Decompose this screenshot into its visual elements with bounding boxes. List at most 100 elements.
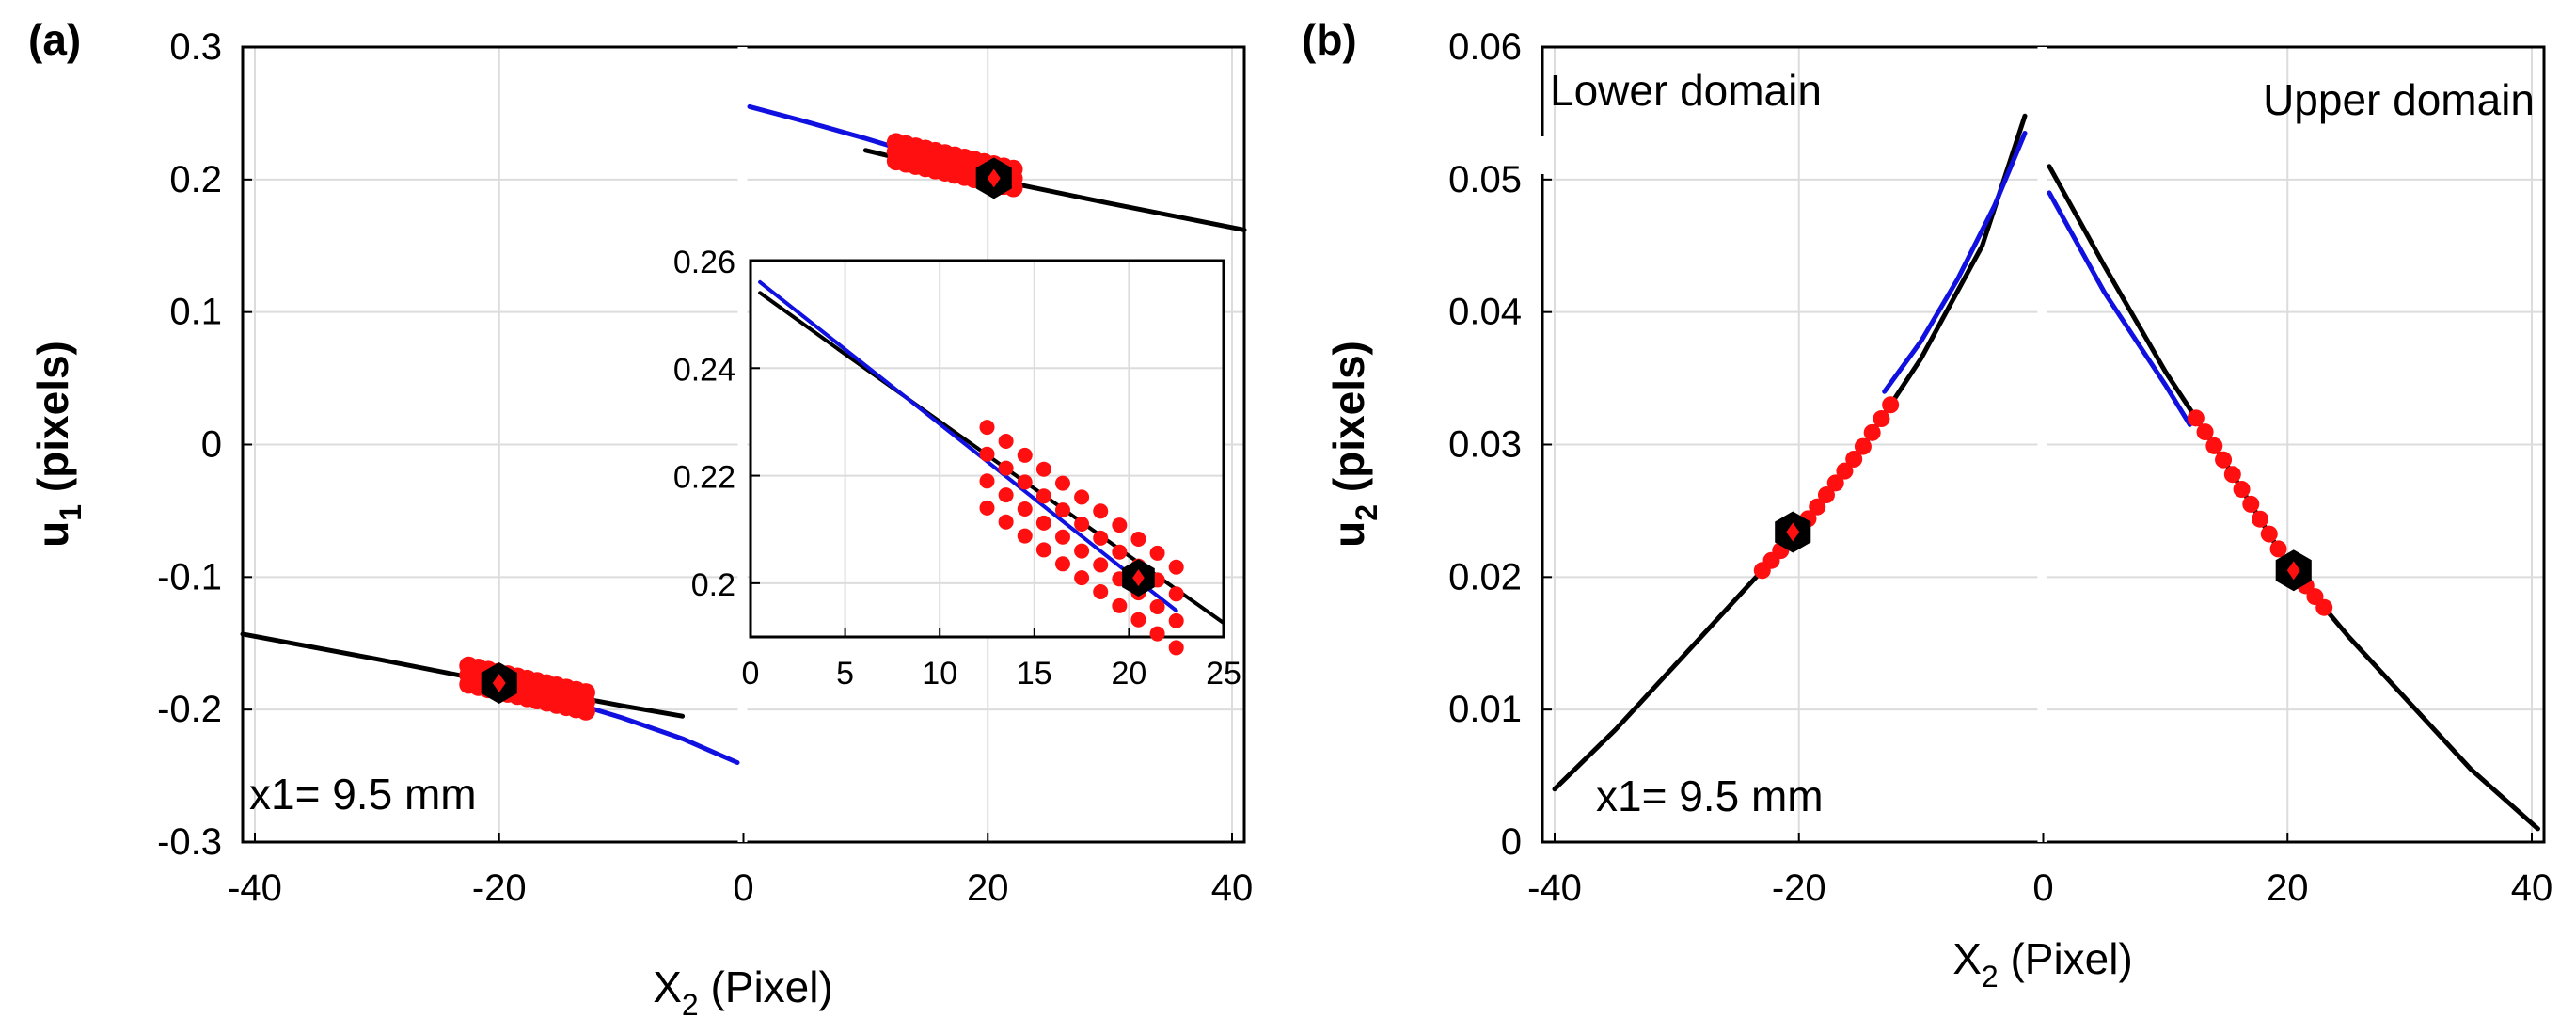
panel-a-xtick-label: 0 <box>733 867 753 909</box>
panel-b-black-right-line <box>2047 164 2540 832</box>
inset-scatter-point <box>1074 517 1090 532</box>
inset-scatter-point <box>979 446 995 462</box>
panel-b-blue-left-line <box>1882 131 2028 394</box>
panel-b-scatter-point <box>2187 409 2205 427</box>
panel-a-x-axis-label: X2 (Pixel) <box>653 962 833 1022</box>
panel-b-label: (b) <box>1302 15 1357 64</box>
inset-scatter-point <box>998 460 1014 476</box>
panel-b-xtick-label: -20 <box>1772 867 1826 909</box>
panel-a-xtick-label: 40 <box>1211 867 1254 909</box>
inset-scatter-point <box>1054 475 1070 491</box>
upper-domain-label: Upper domain <box>2263 75 2535 124</box>
panel-b-scatter-point <box>1882 396 1900 414</box>
panel-a-ylabel-sub: 1 <box>54 504 87 521</box>
inset-scatter-point <box>998 487 1014 503</box>
inset-scatter-point <box>979 473 995 489</box>
inset-scatter-point <box>1035 542 1051 558</box>
inset-marker <box>1122 559 1155 597</box>
panel-b-scatter-point <box>2205 437 2223 454</box>
panel-a-ylabel-suffix: (pixels) <box>28 341 77 504</box>
panel-b-ytick-label: 0 <box>1501 821 1522 863</box>
inset-scatter-point <box>1017 474 1033 490</box>
panel-a-marker-lower <box>481 662 517 704</box>
inset-ytick-label: 0.26 <box>673 245 735 280</box>
inset-scatter-point <box>1035 488 1051 504</box>
inset-scatter-point <box>1017 528 1033 544</box>
panel-b-scatter-point <box>1826 474 1844 492</box>
inset-scatter-point <box>1093 584 1109 599</box>
panel-b-scatter-point <box>2242 495 2260 513</box>
panel-b-marker-right <box>2275 549 2312 592</box>
panel-b-ytick-label: 0.06 <box>1448 26 1522 68</box>
panel-b-scatter-point <box>1863 423 1881 441</box>
inset-scatter-point <box>1149 626 1165 642</box>
panel-a-scatter-point <box>576 683 595 703</box>
inset-marker-point-core <box>1132 569 1145 587</box>
panel-a-xlabel-main: X <box>653 962 682 1011</box>
panel-a-ytick-label: 0.2 <box>169 159 222 200</box>
inset-scatter-point <box>1074 543 1090 559</box>
panel-a-marker-upper-core <box>987 168 1001 188</box>
panel-b-blue-right-line <box>2047 190 2192 427</box>
panel-b-ylabel-main: u <box>1324 521 1373 548</box>
inset-scatter-point <box>1074 489 1090 505</box>
inset-scatter-point <box>998 434 1014 449</box>
panel-b-y-axis-label: u2 (pixels) <box>1324 341 1383 548</box>
inset-ytick-label: 0.2 <box>691 567 735 603</box>
inset-scatter-point <box>1035 461 1051 477</box>
panel-b-x-axis-label: X2 (Pixel) <box>1952 934 2133 994</box>
panel-a-ytick-label: -0.2 <box>157 689 222 730</box>
inset-scatter-point <box>1149 545 1165 561</box>
panel-b-xtick-label: -40 <box>1527 867 1582 909</box>
lower-domain-label: Lower domain <box>1550 66 1822 115</box>
inset-scatter-point <box>1112 544 1128 560</box>
panel-b-scatter-point <box>1873 410 1890 428</box>
panel-b-marker-right-core <box>2286 561 2300 581</box>
panel-b-marker-left <box>1775 511 1811 553</box>
panel-a-annotation: x1= 9.5 mm <box>249 770 477 819</box>
panel-b-ylabel-sub: 2 <box>1350 504 1383 521</box>
panel-a-marker-upper <box>975 157 1012 199</box>
panel-b-xtick-label: 0 <box>2032 867 2053 909</box>
inset-scatter-point <box>998 514 1014 530</box>
panel-a-marker-lower-core <box>492 674 506 692</box>
panel-b-scatter-point <box>1854 437 1872 455</box>
panel-b-ytick-label: 0.02 <box>1448 556 1522 597</box>
inset-scatter-point <box>1054 502 1070 518</box>
inset-scatter-point <box>979 500 995 516</box>
inset-x-ticks: 0 5 10 15 20 25 <box>742 628 1241 692</box>
panel-a-ytick-label: 0 <box>201 424 222 466</box>
panel-b-ytick-label: 0.04 <box>1448 292 1522 333</box>
panel-b-scatter-point <box>2196 423 2214 441</box>
panel-b-marker-left-core <box>1786 522 1800 542</box>
panel-b-scatter-point <box>1845 450 1863 468</box>
inset-scatter-point <box>1149 599 1165 614</box>
inset-y-ticks: 0.26 0.24 0.22 0.2 <box>673 245 760 603</box>
inset-scatter-point <box>1168 586 1184 602</box>
panel-a-label: (a) <box>28 15 81 64</box>
panel-b-y-ticks: 0.06 0.05 0.04 0.03 0.02 0.01 0 <box>1448 26 1552 863</box>
panel-b: (b) -40 -20 0 20 40 0.060.050.040.030.020.01… <box>1302 15 2552 994</box>
inset-xtick-label: 10 <box>922 656 957 692</box>
panel-b-black-left-line <box>1552 113 2028 792</box>
panel-a-xtick-label: 20 <box>967 867 1009 909</box>
panel-b-scatter-point <box>1817 486 1835 504</box>
inset-scatter-point <box>1093 530 1109 546</box>
panel-a-ytick-label: -0.3 <box>157 821 222 863</box>
inset-marker-point <box>1122 559 1155 597</box>
inset-scatter-point <box>1017 501 1033 517</box>
inset-ytick-label: 0.24 <box>673 352 735 388</box>
panel-b-x-ticks: -40 -20 0 20 40 <box>1527 833 2552 909</box>
inset-scatter-point <box>1035 515 1051 531</box>
panel-a: (a) -40 -20 0 20 40 0.30.20.10-0.1-0.2-0.3 x… <box>28 15 1253 1022</box>
panel-a-ytick-label: 0.3 <box>169 26 222 68</box>
panel-a-x-ticks: -40 -20 0 20 40 <box>228 833 1253 909</box>
panel-a-markers <box>481 157 1012 704</box>
panel-b-xlabel-sub: 2 <box>1982 960 1999 994</box>
panel-b-scatter-point <box>2269 540 2287 558</box>
inset-scatter-point <box>1054 556 1070 572</box>
panel-b-scatter-point <box>1809 498 1826 516</box>
inset-scatter-point <box>1074 570 1090 586</box>
panel-b-xlabel-suffix: (Pixel) <box>1999 934 2133 983</box>
panel-b-annotation: x1= 9.5 mm <box>1596 772 1824 820</box>
